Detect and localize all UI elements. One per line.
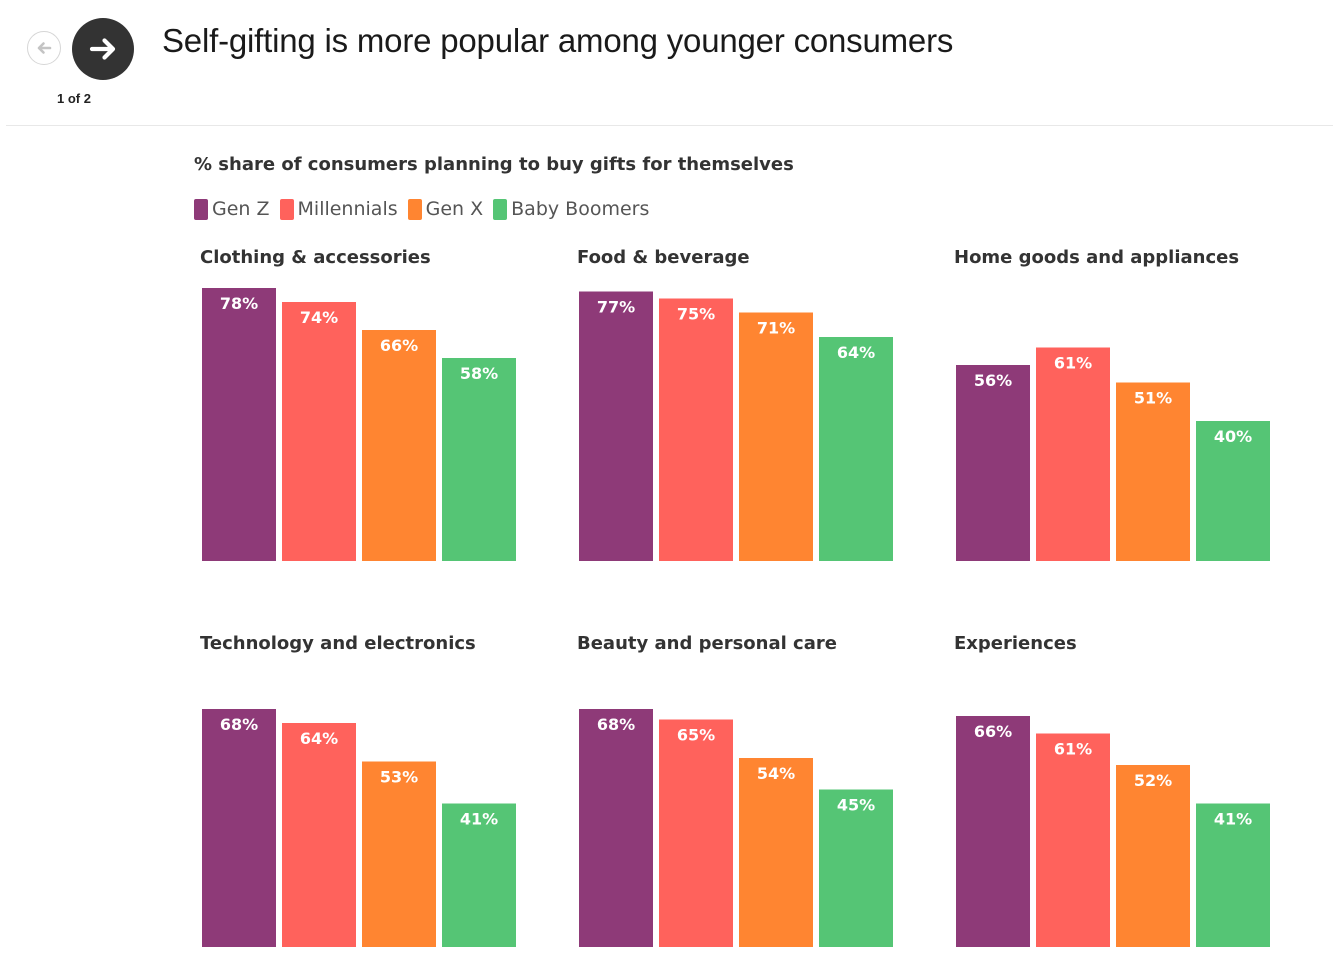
data-label-millennials: 74% (300, 308, 338, 327)
legend-item-millennials: Millennials (279, 198, 398, 220)
data-label-baby-boomers: 40% (1214, 427, 1252, 446)
data-label-baby-boomers: 45% (837, 796, 875, 815)
bar-millennials (659, 719, 733, 947)
data-label-gen-z: 68% (597, 715, 635, 734)
next-button[interactable] (72, 18, 134, 80)
bar-chart: 78% 74% 66% 58% (202, 288, 516, 561)
page-title: Self-gifting is more popular among young… (162, 22, 954, 59)
data-label-baby-boomers: 64% (837, 343, 875, 362)
panel-title: Beauty and personal care (577, 633, 837, 654)
arrow-right-icon (89, 38, 116, 60)
bar-gen-x (739, 312, 813, 561)
chart-panel-clothing: Clothing & accessories 78% 74% 66% 58% (194, 247, 534, 587)
panel-title: Technology and electronics (200, 633, 476, 654)
legend-swatch-gen-x (407, 198, 422, 220)
bar-gen-x (362, 761, 436, 947)
chart-panel-beauty: Beauty and personal care 68% 65% 54% 45% (571, 633, 911, 973)
data-label-gen-z: 68% (220, 715, 258, 734)
panel-title: Experiences (954, 633, 1077, 654)
data-label-gen-x: 53% (380, 768, 418, 787)
data-label-millennials: 75% (677, 305, 715, 324)
bar-chart: 68% 64% 53% 41% (202, 709, 516, 947)
bar-baby-boomers (1196, 803, 1270, 947)
data-label-gen-x: 52% (1134, 771, 1172, 790)
data-label-gen-x: 51% (1134, 389, 1172, 408)
bar-gen-z (956, 716, 1030, 947)
legend-swatch-baby-boomers (493, 198, 508, 220)
data-label-gen-x: 54% (757, 764, 795, 783)
bar-gen-x (1116, 765, 1190, 947)
data-label-baby-boomers: 41% (1214, 810, 1252, 829)
bar-chart: 66% 61% 52% 41% (956, 716, 1270, 947)
bar-chart: 77% 75% 71% 64% (579, 291, 893, 561)
data-label-gen-z: 77% (597, 298, 635, 317)
data-label-millennials: 64% (300, 729, 338, 748)
panel-title: Home goods and appliances (954, 247, 1240, 268)
bar-gen-x (362, 330, 436, 561)
page-indicator: 1 of 2 (57, 91, 91, 106)
data-label-gen-x: 71% (757, 319, 795, 338)
data-label-baby-boomers: 41% (460, 810, 498, 829)
data-label-gen-z: 56% (974, 371, 1012, 390)
chart-panel-technology: Technology and electronics 68% 64% 53% 41% (194, 633, 534, 973)
data-label-gen-x: 66% (380, 336, 418, 355)
bar-gen-z (579, 291, 653, 561)
legend-swatch-gen-z (194, 198, 208, 220)
previous-button[interactable] (27, 31, 61, 65)
legend-label-gen-z: Gen Z (212, 198, 270, 220)
bar-chart: 56% 61% 51% 40% (956, 347, 1270, 561)
bar-baby-boomers (442, 803, 516, 947)
bar-gen-x (739, 758, 813, 947)
legend-item-gen-z: Gen Z (194, 198, 270, 220)
data-label-millennials: 61% (1054, 740, 1092, 759)
bar-gen-z (956, 365, 1030, 561)
chart-panel-food: Food & beverage 77% 75% 71% 64% (571, 247, 911, 587)
bar-chart: 68% 65% 54% 45% (579, 709, 893, 947)
legend-label-baby-boomers: Baby Boomers (511, 198, 650, 220)
bar-baby-boomers (819, 337, 893, 561)
data-label-gen-z: 78% (220, 294, 258, 313)
legend-swatch-millennials (279, 198, 294, 220)
data-label-millennials: 61% (1054, 354, 1092, 373)
bar-gen-x (1116, 382, 1190, 561)
bar-gen-z (202, 709, 276, 947)
legend-label-gen-x: Gen X (425, 198, 484, 220)
bar-baby-boomers (442, 358, 516, 561)
bar-millennials (1036, 733, 1110, 947)
bar-millennials (1036, 347, 1110, 561)
chart-subtitle: % share of consumers planning to buy gif… (194, 154, 794, 175)
legend-label-millennials: Millennials (297, 198, 398, 220)
bar-gen-z (579, 709, 653, 947)
data-label-millennials: 65% (677, 726, 715, 745)
bar-baby-boomers (1196, 421, 1270, 561)
chart-panel-home-goods: Home goods and appliances 56% 61% 51% 40% (948, 247, 1288, 587)
panel-title: Clothing & accessories (200, 247, 431, 268)
arrow-left-icon (37, 42, 52, 54)
legend-item-gen-x: Gen X (407, 198, 484, 220)
data-label-gen-z: 66% (974, 722, 1012, 741)
data-label-baby-boomers: 58% (460, 364, 498, 383)
bar-millennials (282, 723, 356, 947)
chart-legend: Gen Z Millennials Gen X Baby Boomers (194, 198, 659, 220)
bar-baby-boomers (819, 789, 893, 947)
chart-panel-experiences: Experiences 66% 61% 52% 41% (948, 633, 1288, 973)
bar-millennials (282, 302, 356, 561)
panel-title: Food & beverage (577, 247, 750, 268)
bar-gen-z (202, 288, 276, 561)
bar-millennials (659, 298, 733, 561)
legend-item-baby-boomers: Baby Boomers (493, 198, 649, 220)
header-divider (6, 125, 1333, 126)
